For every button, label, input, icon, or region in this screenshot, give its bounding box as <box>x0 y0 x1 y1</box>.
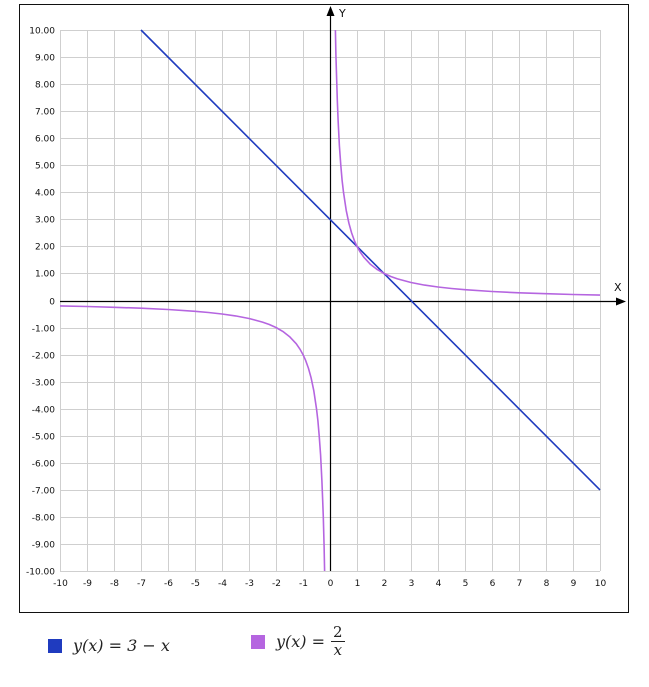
y-tick-label: 4.00 <box>35 189 55 199</box>
x-tick-label: 6 <box>490 579 496 589</box>
x-tick-label: 10 <box>595 579 607 589</box>
series-line-3-minus-x <box>140 29 601 491</box>
legend-swatch-blue <box>48 638 62 653</box>
x-tick-label: -3 <box>245 579 254 589</box>
legend-fraction: 2 x <box>331 624 345 659</box>
legend-item-line[interactable]: y(x) = 3 − x <box>48 636 170 655</box>
legend-item-hyperbola[interactable]: y(x) = 2 x <box>251 624 345 659</box>
y-tick-label: -2.00 <box>32 352 56 362</box>
y-tick-label: 1.00 <box>35 270 55 280</box>
x-tick-label: 4 <box>436 579 442 589</box>
x-tick-label: -6 <box>164 579 173 589</box>
y-tick-label: 2.00 <box>35 243 55 253</box>
x-tick-label: -4 <box>218 579 227 589</box>
x-axis-arrow-icon <box>616 297 626 306</box>
y-tick-label: -10.00 <box>26 568 55 578</box>
y-tick-label: 7.00 <box>35 108 55 118</box>
y-tick-label: 8.00 <box>35 81 55 91</box>
x-tick-label: -2 <box>272 579 281 589</box>
x-tick-label: 7 <box>517 579 523 589</box>
y-tick-label: -8.00 <box>32 514 56 524</box>
y-axis-label: Y <box>338 7 346 20</box>
x-tick-label: 3 <box>409 579 415 589</box>
y-tick-label: -4.00 <box>32 406 56 416</box>
legend: y(x) = 3 − x y(x) = 2 x <box>0 622 649 672</box>
x-tick-label: -7 <box>137 579 146 589</box>
y-tick-label: 0 <box>49 298 55 308</box>
x-tick-label: 9 <box>571 579 577 589</box>
y-tick-label: -5.00 <box>32 433 56 443</box>
x-tick-label: 2 <box>382 579 388 589</box>
x-tick-label: 8 <box>544 579 550 589</box>
y-tick-label: 9.00 <box>35 54 55 64</box>
y-tick-label: -3.00 <box>32 379 56 389</box>
x-tick-label: -9 <box>83 579 92 589</box>
y-tick-label: -1.00 <box>32 325 56 335</box>
y-tick-label: 10.00 <box>29 27 55 37</box>
x-tick-label: -8 <box>110 579 119 589</box>
y-axis-arrow-icon <box>326 6 335 16</box>
legend-label: y(x) = <box>276 632 326 651</box>
plot-frame <box>19 4 629 613</box>
fraction-denominator: x <box>333 641 343 659</box>
x-tick-label: -1 <box>299 579 308 589</box>
legend-label: y(x) = 3 − x <box>73 636 170 655</box>
y-tick-label: -6.00 <box>32 460 56 470</box>
y-tick-label: -7.00 <box>32 487 56 497</box>
x-tick-label: 5 <box>463 579 469 589</box>
x-tick-label: -10 <box>53 579 68 589</box>
legend-swatch-purple <box>251 634 265 649</box>
x-tick-label: -5 <box>191 579 200 589</box>
y-tick-label: 5.00 <box>35 162 55 172</box>
y-tick-label: 3.00 <box>35 216 55 226</box>
series-curve-2-over-x <box>334 29 601 296</box>
y-tick-label: 6.00 <box>35 135 55 145</box>
y-tick-label: -9.00 <box>32 541 56 551</box>
x-tick-label: 1 <box>355 579 361 589</box>
x-axis-label: X <box>614 281 622 294</box>
x-tick-label: 0 <box>328 579 334 589</box>
fraction-numerator: 2 <box>331 623 345 642</box>
series-curve-2-over-x <box>59 305 326 572</box>
